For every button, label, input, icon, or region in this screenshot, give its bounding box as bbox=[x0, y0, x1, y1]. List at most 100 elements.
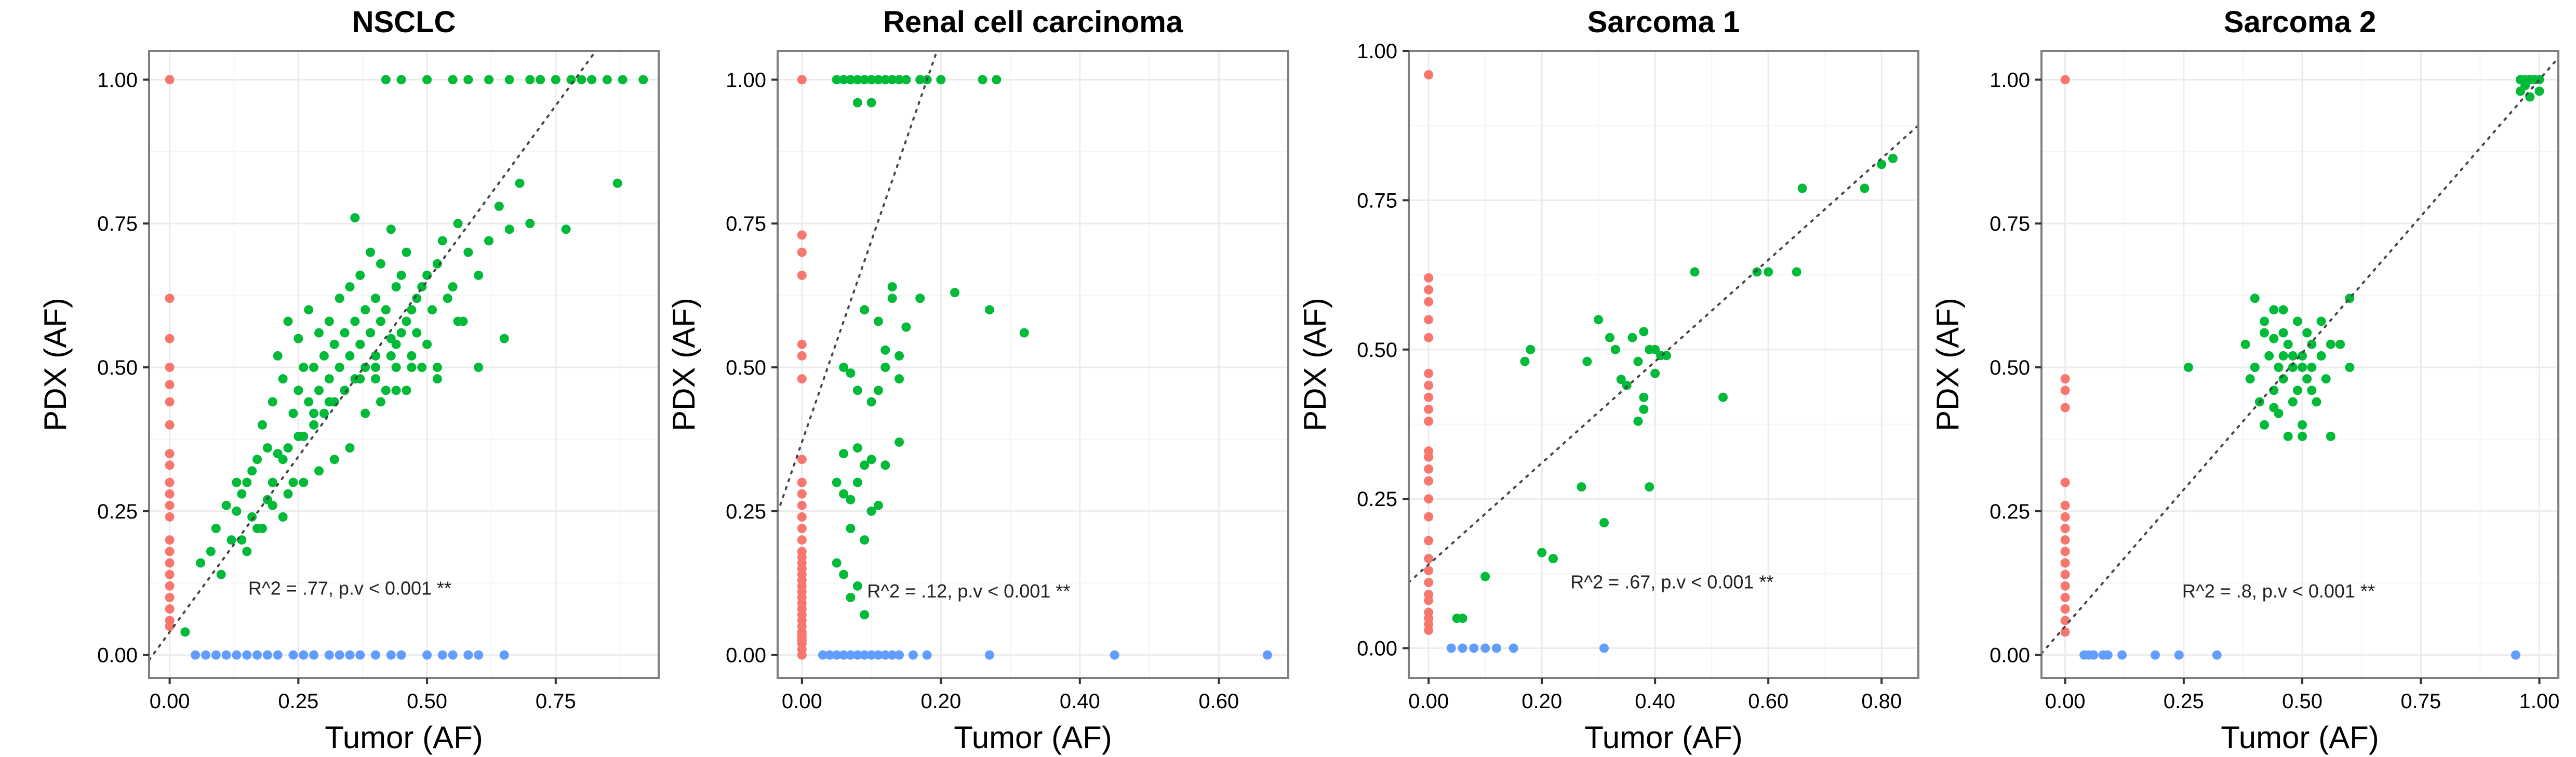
point-shared bbox=[1610, 344, 1620, 354]
point-tumor-only bbox=[165, 397, 175, 407]
point-shared bbox=[340, 386, 350, 395]
point-tumor-only bbox=[797, 75, 807, 85]
point-shared bbox=[915, 294, 925, 303]
point-shared bbox=[866, 75, 876, 85]
point-shared bbox=[226, 535, 236, 545]
point-tumor-only bbox=[1424, 416, 1434, 426]
point-shared bbox=[915, 75, 925, 85]
point-shared bbox=[1639, 327, 1649, 337]
point-shared bbox=[381, 386, 391, 395]
point-tumor-only bbox=[1424, 464, 1434, 474]
points bbox=[2060, 75, 2544, 660]
point-pdx-only bbox=[499, 650, 509, 660]
point-tumor-only bbox=[797, 535, 807, 545]
annotation-r2: R^2 = .8, p.v < 0.001 ** bbox=[2182, 580, 2375, 602]
point-shared bbox=[2534, 86, 2544, 96]
annotation-r2: R^2 = .12, p.v < 0.001 ** bbox=[867, 580, 1070, 602]
point-tumor-only bbox=[1424, 595, 1434, 605]
y-tick-label: 1.00 bbox=[726, 69, 766, 91]
point-shared bbox=[1888, 153, 1898, 163]
point-shared bbox=[2298, 431, 2307, 441]
plot-background bbox=[778, 51, 1288, 678]
point-pdx-only bbox=[887, 650, 897, 660]
point-shared bbox=[551, 75, 560, 85]
point-shared bbox=[283, 443, 293, 453]
point-shared bbox=[371, 374, 380, 384]
point-shared bbox=[984, 305, 994, 315]
point-tumor-only bbox=[2060, 477, 2070, 487]
point-tumor-only bbox=[797, 524, 807, 534]
point-pdx-only bbox=[1509, 643, 1518, 653]
x-tick-label: 0.00 bbox=[150, 690, 190, 713]
point-tumor-only bbox=[165, 449, 175, 459]
point-shared bbox=[2302, 374, 2312, 384]
point-pdx-only bbox=[1458, 643, 1467, 653]
point-shared bbox=[852, 75, 862, 85]
point-shared bbox=[992, 75, 1002, 85]
panel-border bbox=[1408, 50, 1919, 679]
point-tumor-only bbox=[2060, 386, 2070, 395]
point-shared bbox=[936, 75, 946, 85]
point-tumor-only bbox=[2060, 581, 2070, 591]
point-shared bbox=[463, 247, 473, 257]
point-tumor-only bbox=[165, 489, 175, 499]
point-shared bbox=[852, 443, 862, 453]
point-shared bbox=[402, 247, 411, 257]
y-tick-label: 0.75 bbox=[97, 213, 138, 235]
point-tumor-only bbox=[2060, 569, 2070, 579]
point-pdx-only bbox=[2103, 650, 2113, 660]
point-pdx-only bbox=[839, 650, 849, 660]
point-tumor-only bbox=[2060, 604, 2070, 614]
point-shared bbox=[2288, 351, 2298, 361]
point-shared bbox=[839, 489, 849, 499]
point-shared bbox=[288, 408, 298, 418]
point-shared bbox=[2278, 305, 2288, 315]
point-shared bbox=[396, 75, 406, 85]
point-shared bbox=[386, 224, 396, 234]
y-axis-title: PDX (AF) bbox=[38, 298, 73, 431]
point-tumor-only bbox=[165, 500, 175, 510]
point-pdx-only bbox=[252, 650, 262, 660]
point-pdx-only bbox=[262, 650, 272, 660]
point-shared bbox=[366, 247, 376, 257]
point-tumor-only bbox=[2060, 558, 2070, 568]
point-shared bbox=[417, 363, 427, 373]
point-shared bbox=[2260, 316, 2270, 326]
point-tumor-only bbox=[1424, 494, 1434, 504]
point-pdx-only bbox=[396, 650, 406, 660]
point-pdx-only bbox=[242, 650, 252, 660]
point-tumor-only bbox=[1424, 273, 1434, 283]
point-shared bbox=[880, 75, 890, 85]
point-shared bbox=[443, 294, 452, 303]
point-tumor-only bbox=[797, 650, 807, 660]
point-shared bbox=[612, 178, 622, 188]
panel-sarcoma-1: R^2 = .67, p.v < 0.001 ** 0.00 0.20 0.40 0.6… bbox=[1298, 5, 1919, 755]
point-shared bbox=[329, 455, 339, 464]
point-shared bbox=[319, 408, 329, 418]
point-pdx-only bbox=[1480, 643, 1490, 653]
point-pdx-only bbox=[873, 650, 883, 660]
y-tick-label: 1.00 bbox=[1357, 40, 1397, 63]
point-shared bbox=[381, 75, 391, 85]
point-tumor-only bbox=[1424, 512, 1434, 522]
point-shared bbox=[852, 386, 862, 395]
point-shared bbox=[402, 316, 411, 326]
point-shared bbox=[376, 316, 385, 326]
point-shared bbox=[309, 408, 319, 418]
point-shared bbox=[2283, 339, 2293, 349]
panel-border bbox=[148, 50, 660, 679]
point-shared bbox=[2288, 397, 2298, 407]
point-pdx-only bbox=[221, 650, 231, 660]
point-tumor-only bbox=[797, 230, 807, 240]
point-tumor-only bbox=[165, 420, 175, 430]
point-shared bbox=[846, 495, 856, 504]
point-shared bbox=[232, 506, 242, 516]
point-shared bbox=[350, 316, 360, 326]
point-shared bbox=[448, 75, 458, 85]
point-shared bbox=[1627, 333, 1637, 342]
regression-line bbox=[1409, 124, 1918, 583]
point-shared bbox=[2283, 431, 2293, 441]
point-tumor-only bbox=[1424, 452, 1434, 462]
point-shared bbox=[895, 374, 904, 384]
point-shared bbox=[428, 305, 437, 315]
